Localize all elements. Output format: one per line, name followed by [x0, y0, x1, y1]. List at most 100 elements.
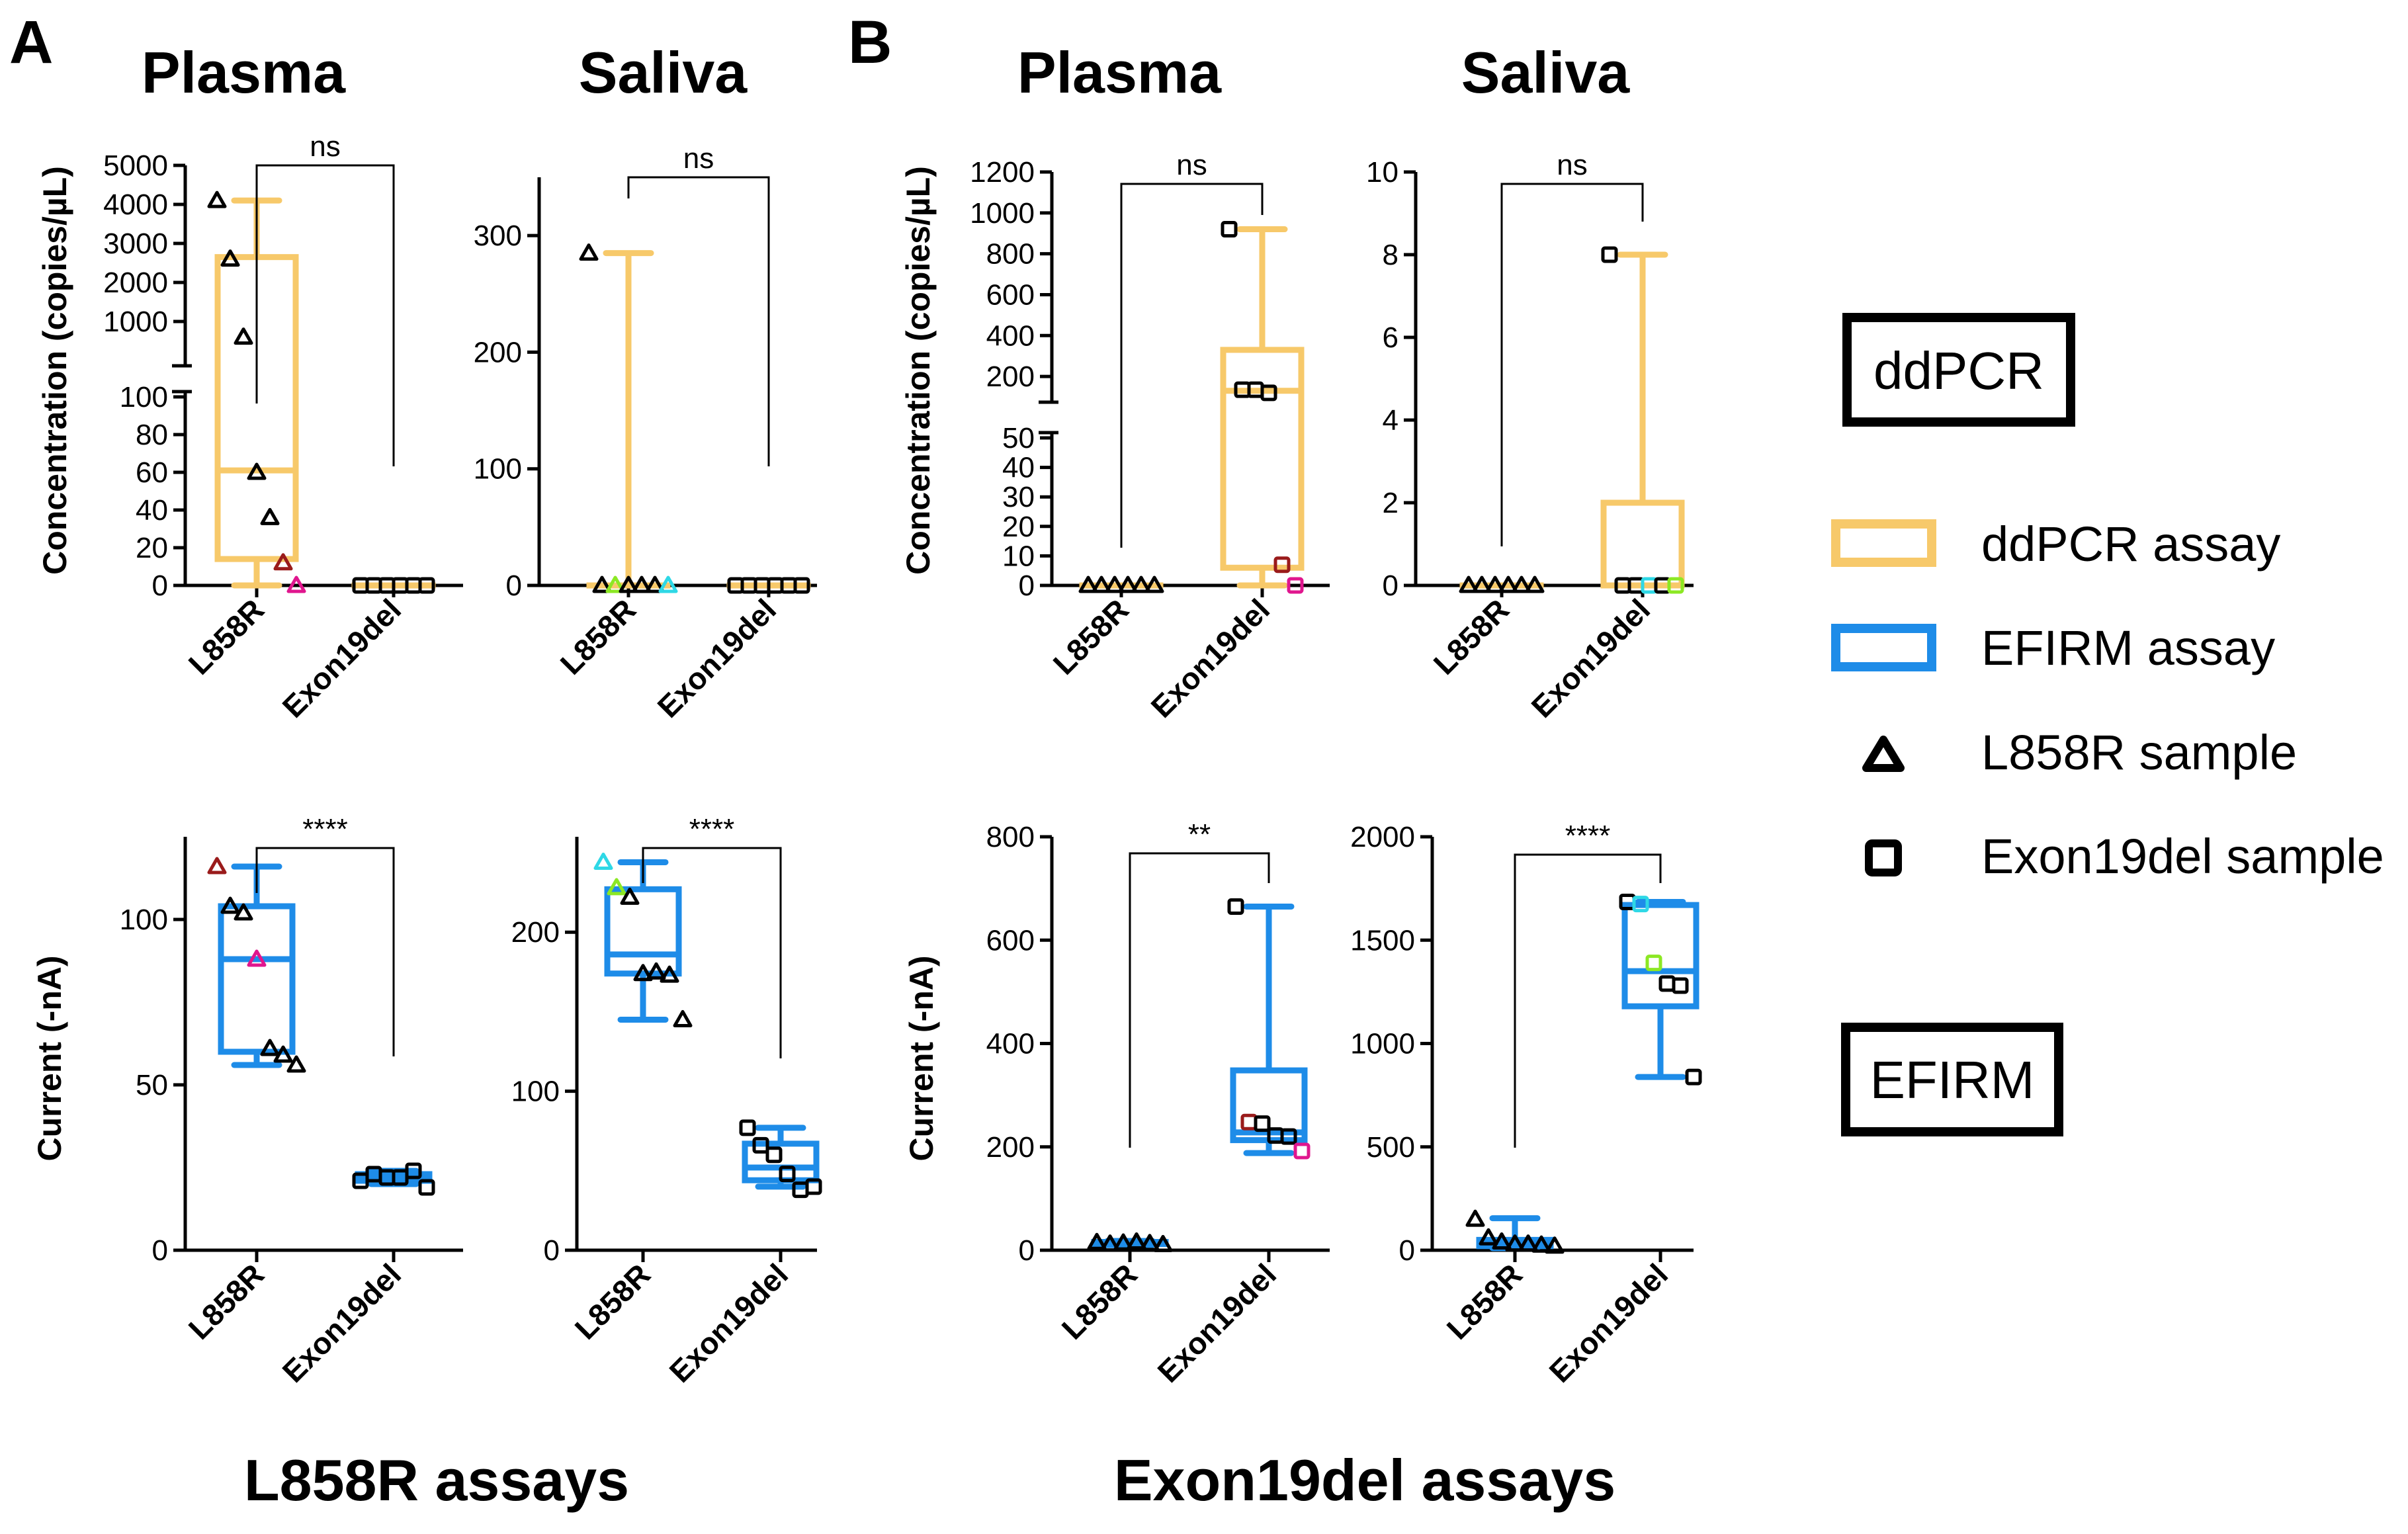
y-tick-label: 60: [136, 456, 168, 489]
y-tick-label: 1000: [970, 197, 1035, 230]
legend-ddpcr-assay-swatch: [1831, 519, 1936, 567]
triangle-point: [273, 1045, 293, 1063]
legend-exon19del-sample-label: Exon19del sample: [1981, 829, 2384, 884]
triangle-point: [220, 249, 240, 267]
triangle-point: [260, 507, 280, 525]
square-point: [805, 1178, 822, 1195]
y-tick-label: 50: [136, 1069, 168, 1101]
x-tick-label: L858R: [568, 1257, 657, 1345]
triangle-point: [273, 553, 293, 571]
x-tick-label: L858R: [554, 592, 642, 681]
y-tick-label: 0: [544, 1234, 560, 1267]
y-tick-label: 2: [1383, 487, 1398, 519]
triangle-point: [1140, 1234, 1160, 1252]
triangle-point: [1087, 1232, 1107, 1250]
legend-ddpcr-assay-label: ddPCR assay: [1981, 517, 2280, 572]
triangle-point: [1525, 575, 1545, 593]
box: [1600, 499, 1685, 589]
square-point: [793, 577, 810, 594]
triangle-point: [1105, 575, 1125, 593]
footer-a: L858R assays: [244, 1447, 629, 1513]
y-tick-label: 4000: [103, 189, 168, 221]
square-point: [1672, 977, 1689, 994]
triangle-point: [1131, 575, 1151, 593]
square-point: [418, 577, 435, 594]
title-a-plasma: Plasma: [142, 40, 346, 105]
square-point: [1221, 221, 1238, 238]
square-point: [752, 1136, 769, 1154]
legend: ddPCR ddPCR assay EFIRM assay L858R samp…: [1831, 313, 2384, 1136]
x-tick-label: Exon19del: [276, 592, 408, 724]
triangle-point: [646, 962, 666, 980]
legend-triangle-icon: [1862, 736, 1905, 772]
y-tick-label: 1200: [970, 156, 1035, 189]
significance-bracket: [627, 176, 770, 466]
panel-letter-b: B: [848, 9, 892, 76]
x-tick-label: L858R: [182, 1257, 271, 1345]
triangle-point: [658, 575, 678, 593]
y-tick-label: 40: [136, 494, 168, 527]
y-tick-label: 0: [1019, 1234, 1035, 1267]
square-point: [765, 1146, 783, 1164]
footer-b: Exon19del assays: [1114, 1447, 1615, 1513]
y-tick-label: 0: [1399, 1234, 1415, 1267]
chart-a-ddpcr-saliva: 0 100 200 300 L858R Exon19del ns: [474, 142, 817, 724]
ddpcr-badge-label: ddPCR: [1873, 341, 2044, 400]
triangle-point: [579, 243, 599, 261]
ylabel-a-conc: Concentration (copies/µL): [36, 166, 73, 575]
y-tick-label: 20: [136, 532, 168, 564]
efirm-badge-label: EFIRM: [1870, 1050, 2035, 1109]
triangle-point: [1518, 1234, 1538, 1252]
triangle-point: [593, 852, 613, 870]
ylabel-a-current: Current (-nA): [31, 955, 68, 1161]
y-tick-label: 0: [1019, 570, 1035, 602]
triangle-point: [1531, 1235, 1551, 1253]
significance-bracket: [1129, 852, 1270, 1148]
y-tick-label: 20: [1002, 511, 1035, 543]
y-tick-label: 100: [120, 381, 168, 413]
y-tick-label: 200: [511, 916, 560, 949]
square-point: [1601, 246, 1618, 263]
panel-letter-a: A: [9, 9, 53, 76]
title-b-saliva: Saliva: [1461, 40, 1630, 105]
triangle-point: [1472, 575, 1492, 593]
significance-label: ****: [1565, 820, 1611, 852]
legend-efirm-assay-label: EFIRM assay: [1981, 620, 2275, 675]
square-point: [1685, 1068, 1702, 1086]
y-tick-label: 6: [1383, 321, 1398, 354]
square-point: [1667, 577, 1684, 594]
x-tick-label: Exon19del: [1543, 1257, 1674, 1388]
legend-l858r-sample-label: L858R sample: [1981, 725, 2297, 780]
y-tick-label: 80: [136, 419, 168, 451]
triangle-point: [660, 965, 679, 983]
triangle-point: [247, 949, 267, 967]
y-tick-label: 100: [511, 1076, 560, 1108]
x-tick-label: Exon19del: [663, 1257, 795, 1388]
box: [218, 903, 296, 1055]
y-tick-label: 4: [1383, 404, 1398, 437]
square-point: [1273, 556, 1291, 574]
y-tick-label: 0: [1383, 570, 1398, 602]
triangle-point: [1153, 1234, 1173, 1252]
triangle-point: [1465, 1209, 1485, 1227]
y-tick-label: 200: [986, 1131, 1035, 1164]
chart-a-efirm-saliva: 0 100 200 L858R Exon19del ****: [511, 813, 822, 1389]
x-tick-label: Exon19del: [1525, 592, 1656, 724]
significance-label: **: [1188, 818, 1211, 851]
square-point: [739, 1119, 756, 1136]
triangle-point: [673, 1009, 693, 1027]
significance-bracket: [255, 847, 395, 1056]
y-tick-label: 5000: [103, 149, 168, 182]
triangle-point: [260, 1039, 280, 1056]
chart-b-efirm-plasma: 0 200 400 600 800 L858R Exon19del **: [986, 818, 1330, 1389]
y-tick-label: 40: [1002, 452, 1035, 484]
y-tick-label: 1000: [103, 306, 168, 338]
y-tick-label: 200: [474, 336, 522, 368]
significance-label: ns: [310, 130, 340, 163]
legend-square-icon: [1865, 839, 1902, 876]
x-tick-label: L858R: [1055, 1257, 1144, 1345]
y-tick-label: 200: [986, 361, 1035, 393]
x-tick-label: L858R: [1427, 592, 1516, 681]
significance-bracket: [1120, 183, 1264, 548]
